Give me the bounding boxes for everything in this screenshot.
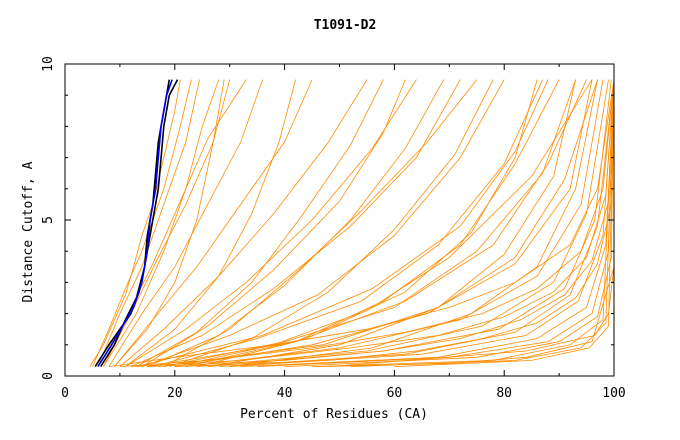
series-line-34 bbox=[158, 79, 598, 367]
series-line-50 bbox=[229, 79, 598, 367]
series-line-46 bbox=[317, 266, 614, 367]
y-tick-label-0: 0 bbox=[41, 372, 56, 380]
series-line-31 bbox=[174, 79, 614, 367]
series-line-21 bbox=[240, 79, 614, 367]
series-line-37 bbox=[136, 79, 384, 367]
series-line-43 bbox=[163, 79, 478, 367]
ticks-layer bbox=[64, 63, 615, 377]
y-tick-label-10: 10 bbox=[41, 56, 56, 72]
series-line-28 bbox=[119, 79, 614, 367]
series-line-29 bbox=[130, 79, 614, 367]
series-line-3 bbox=[89, 79, 181, 367]
x-axis-label: Percent of Residues (CA) bbox=[240, 407, 428, 422]
series-line-35 bbox=[114, 79, 225, 367]
series-line-13 bbox=[152, 79, 543, 367]
series-line-30 bbox=[147, 79, 614, 367]
series-line-6 bbox=[103, 79, 231, 367]
series-line-24 bbox=[312, 79, 614, 367]
series-line-11 bbox=[130, 79, 461, 367]
series-layer bbox=[89, 79, 614, 368]
series-line-12 bbox=[141, 79, 505, 367]
series-line-16 bbox=[185, 79, 604, 367]
x-tick-label-80: 80 bbox=[496, 386, 512, 401]
series-line-42 bbox=[141, 79, 406, 367]
series-line-4 bbox=[92, 79, 192, 367]
series-line-10 bbox=[125, 79, 417, 367]
series-line-33 bbox=[147, 79, 587, 367]
series-line-2 bbox=[97, 79, 173, 368]
x-tick-label-20: 20 bbox=[167, 386, 183, 401]
series-line-44 bbox=[196, 79, 560, 367]
series-line-0 bbox=[94, 79, 171, 368]
series-line-5 bbox=[97, 79, 200, 367]
series-line-20 bbox=[229, 79, 614, 367]
y-axis-label: Distance Cutoff, A bbox=[21, 161, 36, 302]
series-line-49 bbox=[207, 79, 576, 367]
series-line-19 bbox=[218, 79, 614, 367]
series-line-45 bbox=[174, 79, 593, 367]
series-line-1 bbox=[100, 79, 179, 368]
series-line-9 bbox=[119, 79, 368, 367]
y-tick-label-5: 5 bbox=[41, 216, 56, 224]
series-line-23 bbox=[284, 79, 614, 367]
series-line-8 bbox=[114, 79, 313, 367]
tick-labels-layer: 0 20 40 60 80 100 0 5 10 bbox=[41, 56, 626, 401]
x-tick-label-0: 0 bbox=[61, 386, 69, 401]
x-tick-label-60: 60 bbox=[387, 386, 403, 401]
series-line-39 bbox=[169, 79, 494, 367]
series-line-14 bbox=[163, 79, 576, 367]
series-line-7 bbox=[108, 79, 263, 367]
x-tick-label-40: 40 bbox=[277, 386, 293, 401]
series-line-15 bbox=[174, 79, 593, 367]
series-line-17 bbox=[196, 79, 609, 367]
chart-title: T1091-D2 bbox=[314, 18, 377, 33]
series-line-26 bbox=[394, 79, 614, 367]
x-tick-label-100: 100 bbox=[602, 386, 625, 401]
series-line-18 bbox=[207, 79, 612, 367]
series-line-47 bbox=[328, 266, 614, 367]
series-line-48 bbox=[185, 79, 538, 367]
series-line-36 bbox=[125, 79, 296, 367]
series-line-40 bbox=[103, 79, 220, 367]
